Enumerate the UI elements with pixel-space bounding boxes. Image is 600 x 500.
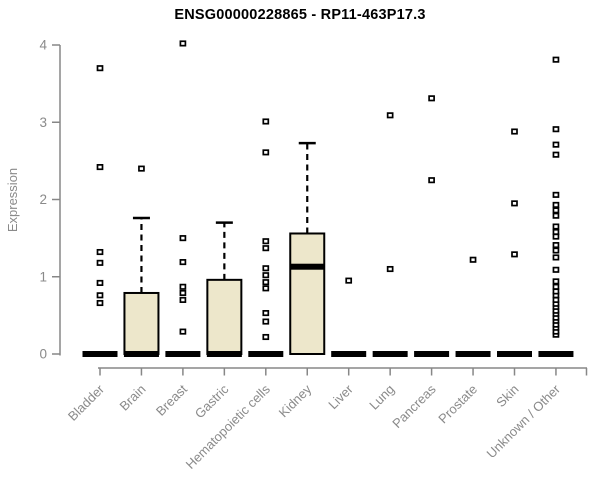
- outlier-point: [179, 259, 187, 266]
- outlier-point: [262, 310, 270, 317]
- box: [123, 291, 160, 356]
- outlier-point: [179, 40, 187, 47]
- outlier-point: [262, 272, 270, 279]
- x-tick-label: Gastric: [192, 381, 232, 421]
- outlier-point: [552, 207, 560, 214]
- outlier-point: [428, 177, 435, 184]
- outlier-point: [552, 278, 560, 285]
- outlier-point: [96, 292, 104, 299]
- median-line: [123, 351, 159, 357]
- x-tick-label: Pancreas: [389, 381, 439, 431]
- median-line: [372, 351, 408, 357]
- x-tick-label: Prostate: [435, 382, 480, 427]
- box: [289, 232, 326, 356]
- outlier-point: [96, 259, 104, 266]
- x-tick-label: Bladder: [65, 381, 108, 424]
- outlier-point: [96, 164, 104, 171]
- outlier-point: [96, 279, 104, 286]
- outlier-point: [179, 296, 187, 303]
- outlier-point: [386, 265, 394, 273]
- outlier-point: [179, 283, 187, 290]
- outlier-point: [552, 242, 560, 249]
- outlier-point: [96, 65, 104, 72]
- outlier-point: [552, 288, 560, 295]
- x-tick-label: Unknown / Other: [483, 381, 563, 461]
- y-tick-label: 1: [39, 269, 47, 284]
- outlier-point: [179, 328, 187, 335]
- outlier-point: [552, 266, 560, 273]
- outlier-point: [552, 228, 560, 235]
- median-line: [497, 351, 532, 357]
- outlier-point: [552, 201, 560, 208]
- outlier-point: [179, 235, 187, 242]
- x-tick-label: Breast: [153, 381, 190, 418]
- outlier-point: [469, 256, 477, 263]
- outlier-point: [552, 283, 560, 290]
- outlier-point: [96, 248, 104, 256]
- median-line: [248, 351, 284, 357]
- outlier-point: [262, 118, 270, 125]
- outlier-point: [262, 318, 270, 325]
- outlier-point: [511, 128, 518, 135]
- y-tick-label: 4: [39, 38, 47, 53]
- y-tick-label: 2: [39, 192, 47, 207]
- median-line: [331, 351, 367, 357]
- outlier-point: [262, 265, 270, 272]
- outlier-point: [552, 247, 560, 254]
- y-tick-label: 3: [39, 115, 47, 130]
- outlier-point: [262, 279, 270, 286]
- median-line: [82, 351, 118, 357]
- outlier-point: [262, 333, 270, 341]
- box: [206, 278, 243, 355]
- outlier-point: [428, 95, 435, 102]
- chart-title: ENSG00000228865 - RP11-463P17.3: [174, 7, 426, 23]
- x-tick-label: Kidney: [276, 381, 315, 420]
- x-tick-label: Lung: [366, 382, 397, 413]
- outlier-point: [179, 289, 187, 297]
- median-line: [538, 351, 574, 357]
- outlier-point: [262, 238, 270, 245]
- outlier-point: [386, 112, 394, 119]
- outlier-point: [552, 254, 560, 261]
- outlier-point: [552, 56, 560, 63]
- x-tick-label: Liver: [325, 381, 356, 412]
- x-tick-label: Brain: [116, 382, 148, 414]
- median-line: [206, 351, 242, 357]
- median-line: [455, 351, 491, 357]
- x-tick-label: Skin: [493, 382, 521, 410]
- outlier-point: [511, 251, 518, 258]
- outlier-point: [552, 141, 560, 148]
- y-tick-label: 0: [39, 347, 47, 362]
- outlier-point: [552, 223, 560, 230]
- outlier-point: [552, 212, 560, 219]
- outlier-point: [552, 296, 560, 303]
- outlier-point: [552, 126, 560, 133]
- outlier-point: [552, 191, 560, 198]
- median-line: [165, 351, 201, 357]
- outlier-point: [262, 149, 270, 156]
- outlier-point: [552, 233, 560, 240]
- median-line: [289, 263, 325, 270]
- outlier-point: [511, 200, 518, 207]
- outlier-point: [345, 277, 353, 284]
- outlier-point: [552, 151, 560, 158]
- outlier-point: [96, 299, 104, 307]
- median-line: [414, 351, 450, 357]
- outlier-point: [138, 165, 145, 172]
- outlier-point: [262, 245, 270, 252]
- outlier-point: [262, 285, 270, 292]
